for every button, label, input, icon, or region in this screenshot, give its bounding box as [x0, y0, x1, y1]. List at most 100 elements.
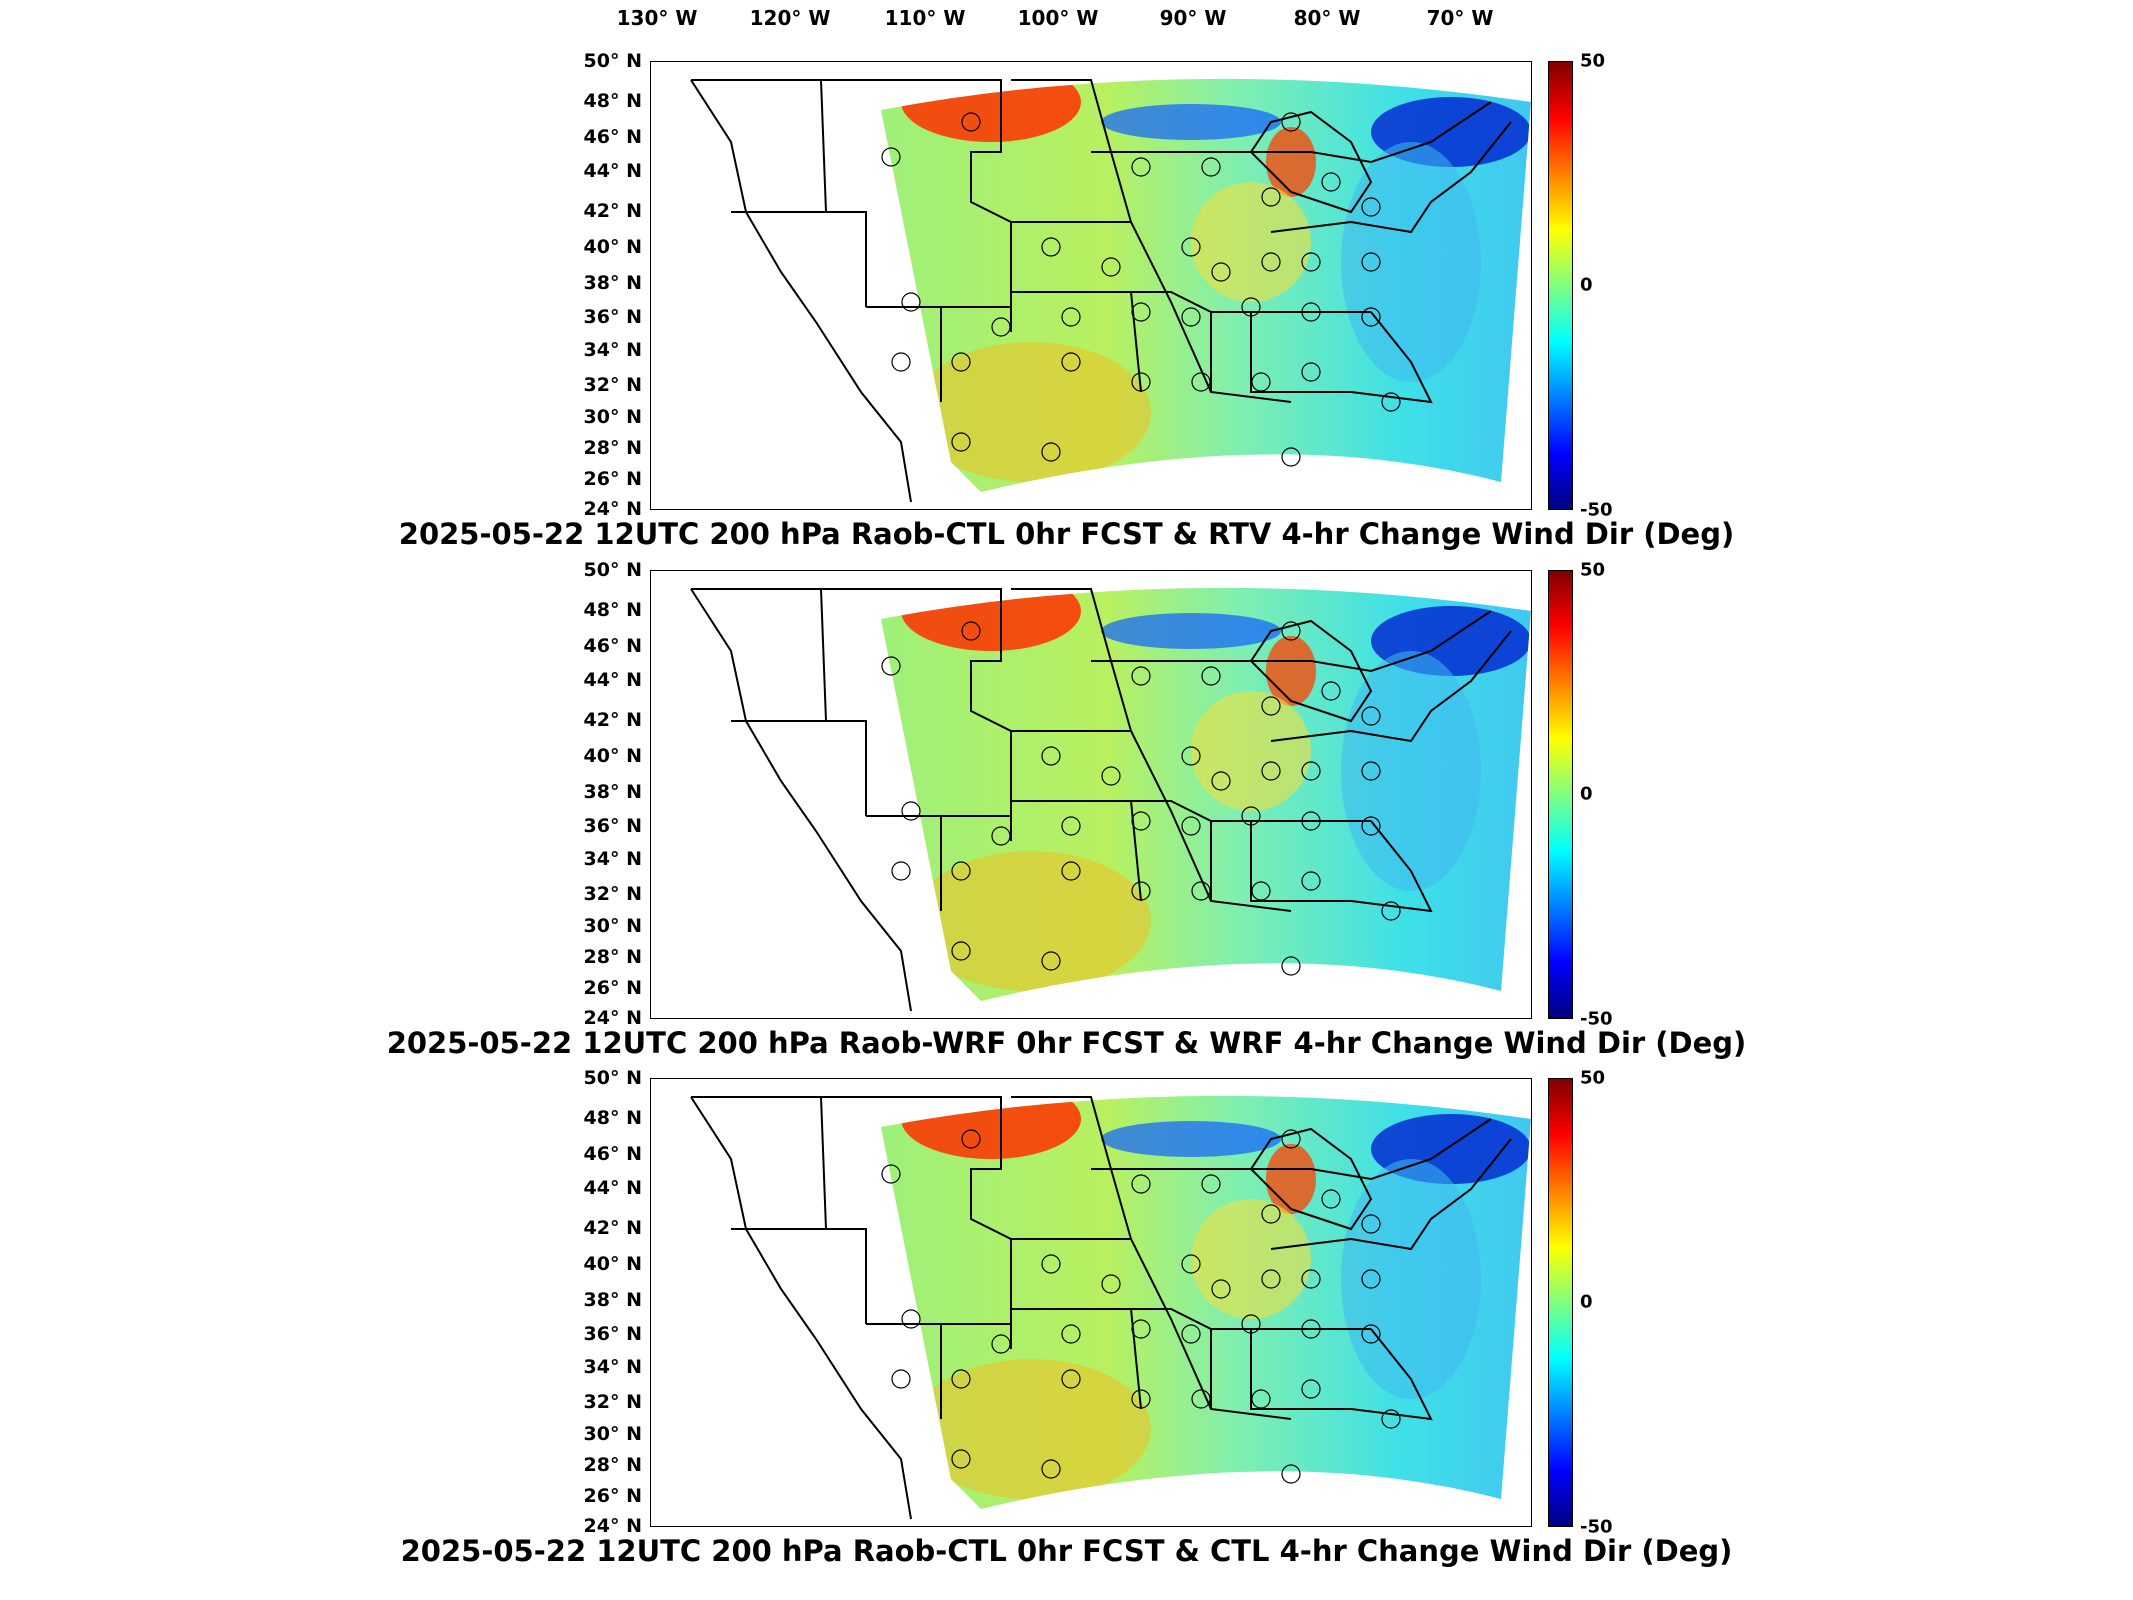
- colorbar: [1548, 1078, 1573, 1527]
- raob-station-marker: [901, 1309, 921, 1329]
- raob-station-marker: [1131, 1389, 1151, 1409]
- lat-label: 24° N: [583, 497, 642, 520]
- negative-anomaly-east: [1341, 1159, 1481, 1399]
- raob-station-marker: [1301, 871, 1321, 891]
- positive-anomaly-south: [911, 1359, 1151, 1499]
- raob-station-marker: [1261, 1269, 1281, 1289]
- lat-label: 40° N: [583, 745, 642, 768]
- raob-station-marker: [951, 352, 971, 372]
- raob-station-marker: [1261, 252, 1281, 272]
- raob-station-marker: [1201, 666, 1221, 686]
- raob-station-marker: [1191, 881, 1211, 901]
- lat-label: 36° N: [583, 305, 642, 328]
- raob-station-marker: [1321, 172, 1341, 192]
- raob-station-marker: [1201, 157, 1221, 177]
- map-panel-2: 50 0 -50 2025-05-22 12UTC 200 hPa Raob-W…: [0, 559, 2133, 1080]
- state-boundaries: [690, 1096, 1512, 1520]
- lat-label: 46° N: [583, 1143, 642, 1166]
- lat-label: 44° N: [583, 159, 642, 182]
- raob-station-marker: [1061, 1324, 1081, 1344]
- raob-station-marker: [1301, 302, 1321, 322]
- colorbar-mid: 0: [1580, 783, 1593, 805]
- raob-station-marker: [1251, 372, 1271, 392]
- raob-station-marker: [1251, 881, 1271, 901]
- raob-station-marker: [891, 861, 911, 881]
- lat-label: 24° N: [583, 1514, 642, 1537]
- raob-station-marker: [1241, 297, 1261, 317]
- raob-station-marker: [1261, 696, 1281, 716]
- raob-station-marker: [1361, 761, 1381, 781]
- lon-label: 90° W: [1159, 6, 1227, 30]
- raob-station-marker: [1181, 307, 1201, 327]
- panel-title: 2025-05-22 12UTC 200 hPa Raob-CTL 0hr FC…: [398, 517, 1735, 551]
- positive-anomaly-north: [901, 587, 1081, 651]
- raob-station-marker: [1131, 1319, 1151, 1339]
- raob-station-marker: [1211, 771, 1231, 791]
- raob-station-marker: [1301, 811, 1321, 831]
- raob-station-marker: [1061, 861, 1081, 881]
- lat-label: 34° N: [583, 339, 642, 362]
- raob-station-marker: [1381, 901, 1401, 921]
- raob-station-marker: [951, 432, 971, 452]
- colorbar-min: -50: [1580, 1008, 1613, 1030]
- lat-label: 36° N: [583, 1322, 642, 1345]
- positive-anomaly-midwest: [1191, 691, 1311, 811]
- map-svg: [690, 1095, 1531, 1520]
- raob-station-marker: [1041, 442, 1061, 462]
- raob-station-marker: [1301, 252, 1321, 272]
- lat-label: 48° N: [583, 599, 642, 622]
- raob-station-marker: [1281, 1464, 1301, 1484]
- lon-label: 100° W: [1017, 6, 1099, 30]
- raob-station-marker: [1131, 157, 1151, 177]
- raob-station-marker: [1261, 1204, 1281, 1224]
- lat-label: 26° N: [583, 1485, 642, 1508]
- positive-anomaly-midwest: [1191, 1199, 1311, 1319]
- lon-label: 120° W: [749, 6, 831, 30]
- raob-station-marker: [1381, 392, 1401, 412]
- lat-label: 30° N: [583, 406, 642, 429]
- raob-station-marker: [1041, 1254, 1061, 1274]
- lat-label: 46° N: [583, 126, 642, 149]
- map-panel-1: 50 0 -50 2025-05-22 12UTC 200 hPa Raob-C…: [0, 50, 2133, 571]
- raob-station-marker: [1041, 1459, 1061, 1479]
- raob-station-marker: [991, 317, 1011, 337]
- raob-station-marker: [1361, 706, 1381, 726]
- raob-station-marker: [891, 1369, 911, 1389]
- positive-anomaly-north: [901, 1095, 1081, 1159]
- lat-label: 26° N: [583, 468, 642, 491]
- raob-station-marker: [1131, 372, 1151, 392]
- lat-label: 50° N: [583, 50, 642, 72]
- lat-label: 44° N: [583, 668, 642, 691]
- raob-station-marker: [881, 656, 901, 676]
- raob-station-marker: [1361, 816, 1381, 836]
- raob-station-marker: [1101, 766, 1121, 786]
- raob-station-marker: [1041, 746, 1061, 766]
- negative-anomaly-east: [1341, 651, 1481, 891]
- colorbar-mid: 0: [1580, 274, 1593, 296]
- raob-station-marker: [1131, 811, 1151, 831]
- raob-station-marker: [961, 621, 981, 641]
- lon-label: 70° W: [1426, 6, 1494, 30]
- positive-anomaly-south: [911, 342, 1151, 482]
- raob-station-marker: [1361, 307, 1381, 327]
- raob-station-marker: [1251, 1389, 1271, 1409]
- raob-station-marker: [1261, 187, 1281, 207]
- raob-station-marker: [1361, 252, 1381, 272]
- raob-station-marker: [1101, 1274, 1121, 1294]
- map-svg: [690, 78, 1531, 503]
- raob-station-marker: [1241, 806, 1261, 826]
- negative-anomaly-band: [1101, 104, 1281, 140]
- state-boundaries: [690, 588, 1512, 1012]
- raob-station-marker: [1131, 302, 1151, 322]
- lat-label: 28° N: [583, 946, 642, 969]
- lat-label: 34° N: [583, 848, 642, 871]
- lat-label: 38° N: [583, 272, 642, 295]
- lat-label: 28° N: [583, 1454, 642, 1477]
- lat-label: 40° N: [583, 1253, 642, 1276]
- colorbar-min: -50: [1580, 499, 1613, 521]
- raob-station-marker: [881, 1164, 901, 1184]
- raob-station-marker: [1131, 1174, 1151, 1194]
- raob-station-marker: [1241, 1314, 1261, 1334]
- positive-anomaly-south: [911, 851, 1151, 991]
- raob-station-marker: [991, 826, 1011, 846]
